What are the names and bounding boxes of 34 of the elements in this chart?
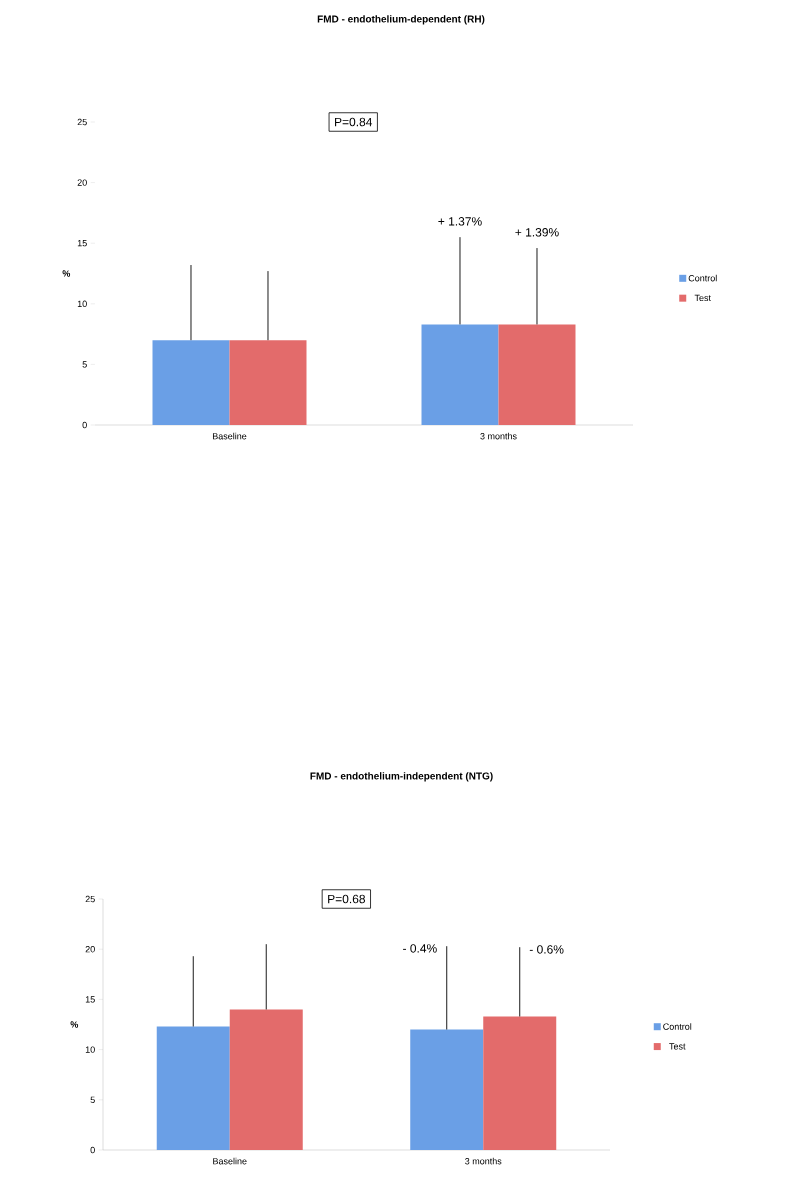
y-tick-label: 15 [77,240,87,247]
y-tick-label: 25 [85,895,95,903]
y-tick-label: 25 [77,118,87,126]
y-tick-label: 0 [90,1146,95,1154]
bar [483,1016,557,1151]
x-tick-label: Baseline [212,432,247,440]
annotation: + 1.37% [438,217,482,226]
chart-title: FMD - endothelium-independent (NTG) [310,772,493,782]
legend-label: Test [694,294,711,302]
x-tick-label: 3 months [465,1157,502,1165]
y-tick-label: 10 [77,300,87,307]
y-tick-label: 10 [85,1046,95,1053]
x-tick-label: 3 months [480,432,517,440]
annotation: + 1.39% [515,228,559,237]
y-tick-label: 0 [82,421,87,429]
y-tick-label: 5 [82,361,87,368]
legend-label: Control [688,274,717,282]
annotation: P=0.68 [328,894,366,904]
y-axis-title: % [62,270,71,277]
chart-title: FMD - endothelium-dependent (RH) [317,15,485,25]
bar [156,1026,230,1151]
annotation: - 0.6% [529,945,564,954]
bar [229,1009,303,1151]
legend-label: Control [663,1023,692,1030]
annotation: P=0.84 [335,117,373,127]
bar [410,1029,484,1151]
y-tick-label: 15 [85,996,95,1003]
x-tick-label: Baseline [213,1157,247,1165]
y-tick-label: 5 [90,1096,95,1103]
y-axis-title: % [70,1021,79,1028]
legend-label: Test [669,1043,686,1050]
y-tick-label: 20 [77,179,87,186]
annotation: - 0.4% [403,944,437,953]
y-tick-label: 20 [85,946,95,953]
